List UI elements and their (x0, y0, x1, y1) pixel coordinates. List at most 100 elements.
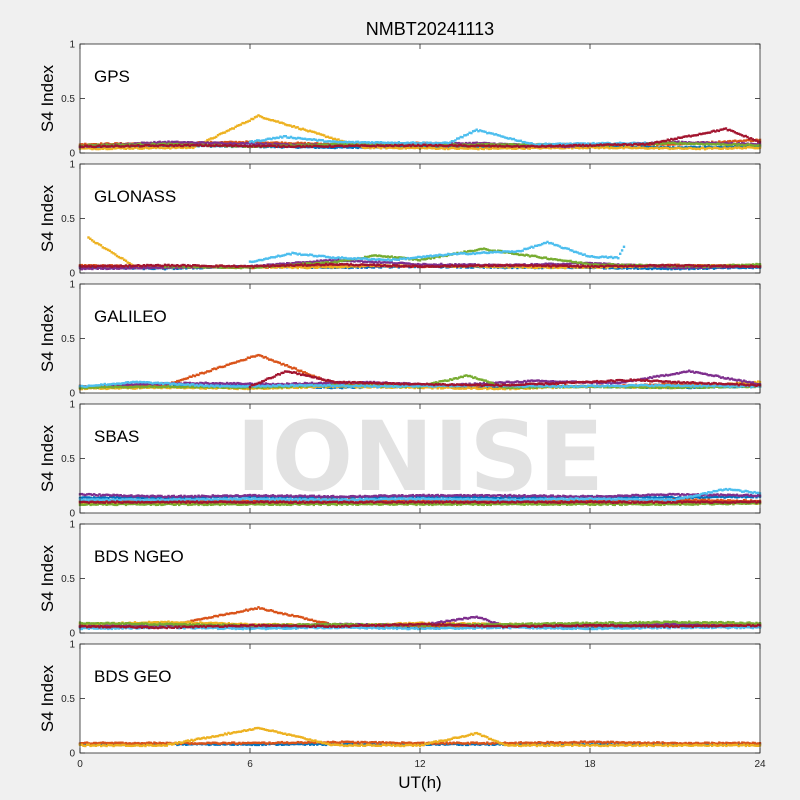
data-point (491, 264, 494, 268)
data-point (679, 141, 682, 144)
data-point (415, 264, 418, 268)
data-point (567, 265, 570, 268)
data-point (516, 249, 519, 253)
data-point (188, 266, 191, 269)
data-point (693, 145, 696, 149)
data-point (216, 265, 220, 268)
data-point (300, 263, 303, 266)
data-point (84, 144, 87, 147)
data-point (82, 145, 85, 149)
data-point (365, 257, 369, 261)
data-point (523, 144, 526, 148)
data-point (374, 260, 377, 264)
data-point (215, 141, 218, 144)
data-point (367, 265, 370, 268)
data-point (496, 147, 500, 150)
data-point (564, 143, 567, 146)
data-point (473, 141, 477, 145)
data-point (519, 250, 523, 253)
data-point (753, 139, 756, 142)
data-point (128, 143, 131, 146)
data-point (116, 146, 119, 150)
data-point (549, 144, 553, 147)
data-point (641, 142, 645, 145)
data-point (277, 142, 280, 146)
panel-background (80, 44, 760, 153)
data-point (417, 265, 420, 268)
data-point (673, 137, 677, 140)
data-point (358, 260, 361, 263)
data-point (556, 266, 560, 270)
data-point (677, 140, 680, 143)
data-point (190, 143, 193, 147)
data-point (447, 142, 450, 145)
data-point (337, 260, 340, 263)
data-point (707, 145, 710, 148)
data-point (537, 143, 540, 146)
panel-label: GPS (94, 67, 130, 86)
data-point (124, 267, 128, 270)
data-point (213, 141, 216, 144)
data-point (753, 147, 756, 150)
data-point (633, 146, 636, 149)
data-point (324, 266, 328, 269)
data-point (294, 263, 298, 267)
data-point (93, 144, 96, 147)
data-point (553, 143, 556, 146)
data-point (664, 265, 668, 269)
data-point (431, 144, 434, 147)
data-point (314, 131, 317, 134)
data-point (675, 141, 678, 144)
data-point (227, 144, 230, 147)
data-point (119, 145, 122, 148)
data-point (401, 147, 404, 150)
data-point (115, 254, 119, 258)
data-point (580, 261, 583, 264)
data-point (80, 268, 83, 271)
data-point (289, 124, 292, 127)
data-point (463, 147, 466, 150)
data-point (603, 262, 606, 265)
data-point (576, 266, 579, 269)
data-point (466, 142, 469, 145)
data-point (186, 141, 190, 144)
data-point (668, 264, 671, 268)
data-point (294, 126, 297, 129)
data-point (686, 135, 689, 138)
data-point (202, 266, 206, 269)
data-point (672, 141, 675, 144)
data-point (299, 128, 303, 131)
data-point (388, 141, 392, 145)
data-point (277, 254, 280, 257)
data-point (314, 266, 317, 269)
data-point (507, 147, 510, 150)
data-point (172, 267, 176, 271)
data-point (124, 144, 128, 148)
data-point (757, 263, 760, 266)
data-point (121, 146, 124, 150)
data-point (386, 146, 390, 149)
data-point (257, 266, 261, 269)
data-point (248, 140, 252, 144)
data-point (429, 143, 432, 147)
data-point (751, 146, 755, 149)
data-point (385, 255, 388, 258)
data-point (119, 256, 122, 260)
data-point (362, 144, 365, 147)
data-point (638, 264, 641, 267)
data-point (579, 262, 583, 266)
data-point (682, 135, 685, 138)
data-point (285, 123, 289, 127)
data-point (87, 236, 90, 239)
data-point (578, 252, 581, 255)
data-point (330, 264, 333, 268)
data-point (392, 256, 395, 259)
data-point (342, 263, 346, 266)
data-point (379, 261, 383, 264)
data-point (146, 146, 149, 150)
data-point (245, 141, 248, 145)
data-point (319, 139, 323, 142)
data-point (378, 141, 381, 144)
data-point (344, 265, 347, 268)
data-point (121, 267, 124, 270)
